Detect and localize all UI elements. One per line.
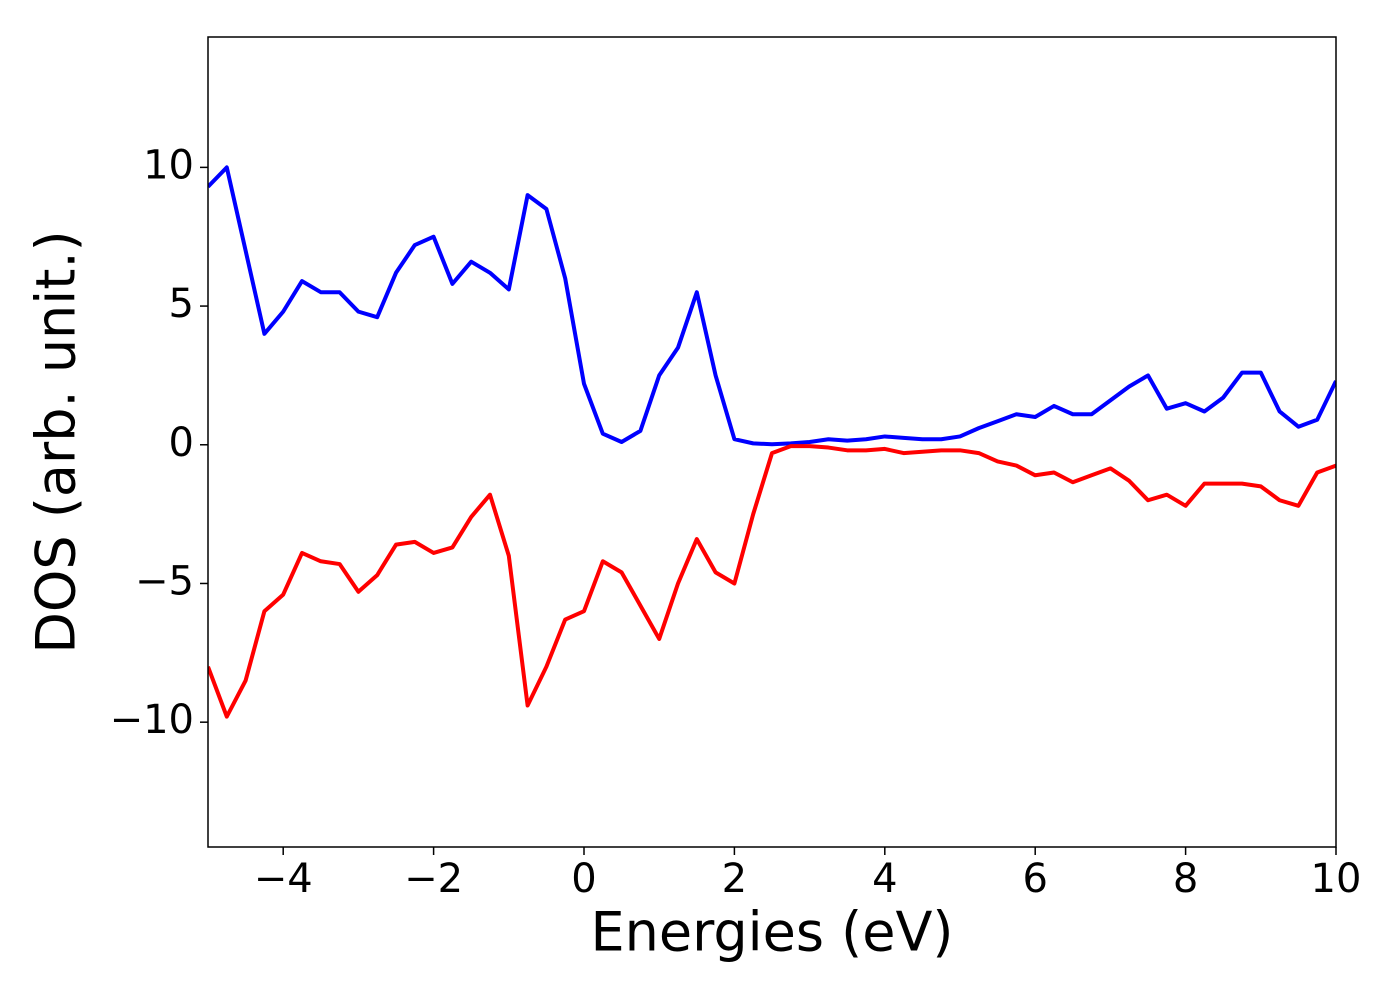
plot-frame xyxy=(207,36,1337,848)
x-tick-label: 8 xyxy=(1173,856,1198,902)
x-tick-label: 0 xyxy=(571,856,596,902)
x-tick-label: −2 xyxy=(404,856,463,902)
y-tick-label: 10 xyxy=(143,142,194,188)
x-tick-label: −4 xyxy=(254,856,313,902)
x-tick-label: 6 xyxy=(1022,856,1047,902)
y-tick-label: −10 xyxy=(110,697,194,743)
x-tick-label: 4 xyxy=(872,856,897,902)
x-tick-label: 10 xyxy=(1311,856,1362,902)
dos-line xyxy=(208,444,1336,719)
x-axis-label: Energies (eV) xyxy=(591,901,954,964)
y-tick-label: −5 xyxy=(135,558,194,604)
y-tick-label: 0 xyxy=(169,420,194,466)
y-tick-label: 5 xyxy=(169,281,194,327)
x-tick-label: 2 xyxy=(722,856,747,902)
y-axis-label: DOS (arb. unit.) xyxy=(25,230,88,653)
dos-line xyxy=(208,165,1336,447)
